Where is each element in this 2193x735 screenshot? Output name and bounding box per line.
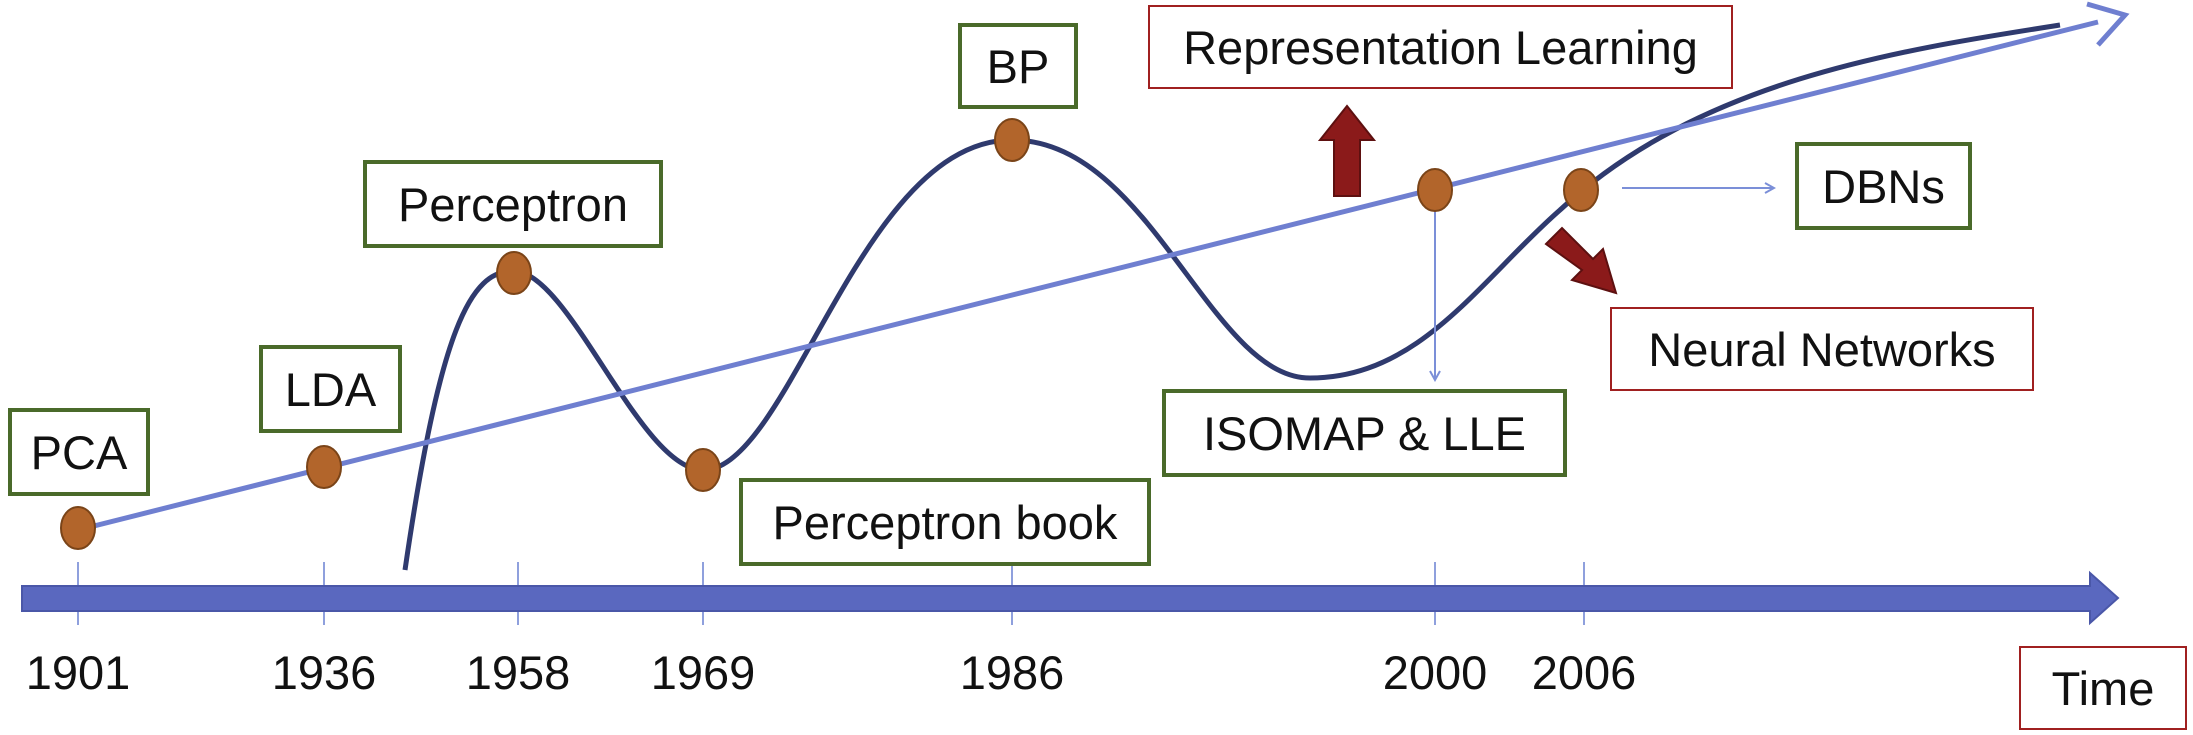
year-2006: 2006 <box>1531 646 1637 699</box>
dot-pca <box>60 506 96 550</box>
trend-line <box>77 19 2099 533</box>
year-1986: 1986 <box>959 646 1065 699</box>
event-dots <box>60 118 1599 550</box>
timeline-arrow <box>21 570 2120 626</box>
label-bp: BP <box>958 23 1078 109</box>
trend-arrow <box>77 1 2130 533</box>
label-time: Time <box>2019 646 2187 730</box>
dot-lda <box>306 445 342 489</box>
label-perceptron-book: Perceptron book <box>739 478 1151 566</box>
dot-2006 <box>1563 168 1599 212</box>
up-arrow-representation-learning <box>1317 104 1377 197</box>
dot-2000 <box>1417 168 1453 212</box>
label-isomap-lle: ISOMAP & LLE <box>1162 389 1567 477</box>
wave-curve <box>402 22 2061 571</box>
label-pca: PCA <box>8 408 150 496</box>
label-representation-learning: Representation Learning <box>1148 5 1733 89</box>
label-perceptron: Perceptron <box>363 160 663 248</box>
year-1969: 1969 <box>650 646 756 699</box>
year-2000: 2000 <box>1382 646 1488 699</box>
year-1936: 1936 <box>271 646 377 699</box>
year-1958: 1958 <box>465 646 571 699</box>
dot-perceptron <box>496 251 532 295</box>
label-lda: LDA <box>259 345 402 433</box>
dot-perceptron-book <box>685 448 721 492</box>
down-arrow-neural-networks <box>1544 226 1618 295</box>
trend-arrow-head <box>2086 1 2130 47</box>
dot-bp <box>994 118 1030 162</box>
label-dbns: DBNs <box>1795 142 1972 230</box>
year-1901: 1901 <box>25 646 131 699</box>
label-neural-networks: Neural Networks <box>1610 307 2034 391</box>
